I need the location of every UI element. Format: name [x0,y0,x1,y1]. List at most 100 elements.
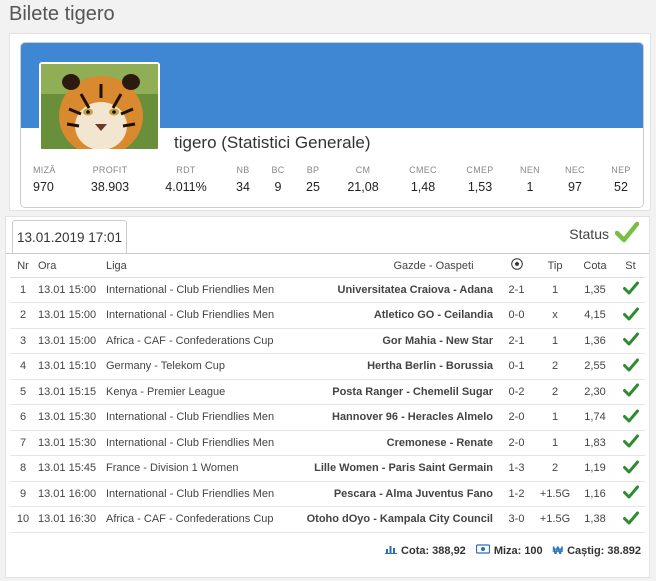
row-cota: 1,16 [574,481,616,507]
row-match: Hertha Berlin - Borussia [284,353,497,380]
row-ora: 13.01 15:30 [36,404,104,431]
row-ora: 13.01 15:00 [36,277,104,303]
money-icon [475,544,490,557]
row-score: 2-1 [497,328,536,354]
stat-value: 1 [526,180,534,194]
stat-label: CMEP [466,165,494,175]
row-liga: International - Club Friendlies Men [104,404,284,431]
row-score: 0-2 [497,379,536,405]
row-ora: 13.01 16:00 [36,481,104,507]
table-row[interactable]: 1 13.01 15:00 International - Club Friendl… [10,277,645,303]
check-icon [622,409,639,426]
row-cota: 2,30 [574,379,616,405]
ticket-status: Status [569,220,640,248]
check-icon [622,383,639,400]
stat-label: BC [271,165,285,175]
row-match: Cremonese - Renate [284,430,497,456]
stat-label: PROFIT [92,165,128,175]
table-row[interactable]: 9 13.01 16:00 International - Club Friendl… [10,481,645,507]
row-status [616,379,645,405]
check-icon [622,307,639,324]
check-icon [622,460,639,477]
stat-nen: NEN 1 [520,165,540,194]
row-cota: 2,55 [574,353,616,380]
row-status [616,455,645,482]
stat-nb: NB 34 [236,165,250,194]
row-cota: 1,19 [574,455,616,482]
row-status [616,404,645,431]
table-row[interactable]: 5 13.01 15:15 Kenya - Premier League Posta … [10,379,645,405]
page-title: Bilete tigero [9,3,115,25]
stat-value: 97 [568,180,582,194]
stat-nec: NEC 97 [565,165,585,194]
cota-value: 388,92 [432,544,466,557]
stat-label: MIZĂ [33,165,56,175]
castig-label: Caștig: [567,544,605,557]
stat-label: NEC [565,165,585,175]
stat-value: 970 [33,180,54,194]
soccer-ball-icon [510,258,523,273]
row-match: Pescara - Alma Juventus Fano [284,481,497,507]
table-header-row: Nr Ora Liga Gazde - Oaspeti Tip Cota St [10,255,645,278]
table-row[interactable]: 8 13.01 15:45 France - Division 1 Women Lil… [10,455,645,482]
row-score: 0-0 [497,302,536,329]
table-row[interactable]: 7 13.01 15:30 International - Club Friendl… [10,430,645,456]
stat-value: 52 [614,180,628,194]
table-row[interactable]: 10 13.01 16:30 Africa - CAF - Confederatio… [10,506,645,533]
check-icon [622,434,639,451]
row-liga: Germany - Telekom Cup [104,353,284,380]
check-icon [622,485,639,502]
stat-bp: BP 25 [306,165,320,194]
stat-label: BP [306,165,320,175]
ticket-summary: Cota: 388,92 Miza: 100 ₩ Caștig: 38.892 [375,544,641,557]
row-status [616,277,645,303]
row-cota: 1,83 [574,430,616,456]
row-ora: 13.01 15:45 [36,455,104,482]
check-icon [622,511,639,528]
table-row[interactable]: 6 13.01 15:30 International - Club Friendl… [10,404,645,431]
miza-label: Miza: [493,544,522,557]
col-st: St [616,255,645,278]
tab-ticket-date[interactable]: 13.01.2019 17:01 [12,220,127,253]
check-icon [622,358,639,375]
stat-value: 38.903 [90,180,130,194]
stat-label: NEP [611,165,631,175]
row-cota: 1,38 [574,506,616,533]
row-ora: 13.01 15:10 [36,353,104,380]
table-row[interactable]: 4 13.01 15:10 Germany - Telekom Cup Hertha … [10,353,645,380]
stat-cmec: CMEC 1,48 [409,165,437,194]
row-tip: +1.5G [536,506,574,533]
bar-chart-icon [385,544,398,557]
row-nr: 10 [10,506,36,533]
profile-name: tigero (Statistici Generale) [174,133,371,152]
row-score: 1-3 [497,455,536,482]
row-liga: International - Club Friendlies Men [104,302,284,329]
ticket-panel: 13.01.2019 17:01 Status Nr Ora Liga Gazd… [5,216,650,578]
row-ora: 13.01 15:00 [36,302,104,329]
row-nr: 3 [10,328,36,354]
avatar[interactable] [39,62,160,151]
tickets-table: Nr Ora Liga Gazde - Oaspeti Tip Cota St … [10,255,645,533]
row-nr: 2 [10,302,36,329]
col-nr: Nr [10,255,36,278]
row-liga: International - Club Friendlies Men [104,430,284,456]
row-status [616,302,645,329]
stat-nep: NEP 52 [611,165,630,194]
profile-card: tigero (Statistici Generale) MIZĂ 970 PR… [20,42,644,208]
row-score: 2-1 [497,277,536,303]
miza-value: 100 [524,544,543,557]
row-tip: 1 [536,404,574,431]
row-nr: 9 [10,481,36,507]
table-row[interactable]: 2 13.01 15:00 International - Club Friendl… [10,302,645,329]
row-cota: 1,35 [574,277,616,303]
row-tip: 2 [536,353,574,380]
row-nr: 1 [10,277,36,303]
check-icon [622,281,639,298]
row-liga: France - Division 1 Women [104,455,284,482]
tab-divider [6,253,649,254]
row-ora: 13.01 15:15 [36,379,104,405]
stat-value: 34 [236,180,250,194]
row-tip: 2 [536,379,574,405]
table-row[interactable]: 3 13.01 15:00 Africa - CAF - Confederation… [10,328,645,354]
col-cota: Cota [574,255,616,278]
